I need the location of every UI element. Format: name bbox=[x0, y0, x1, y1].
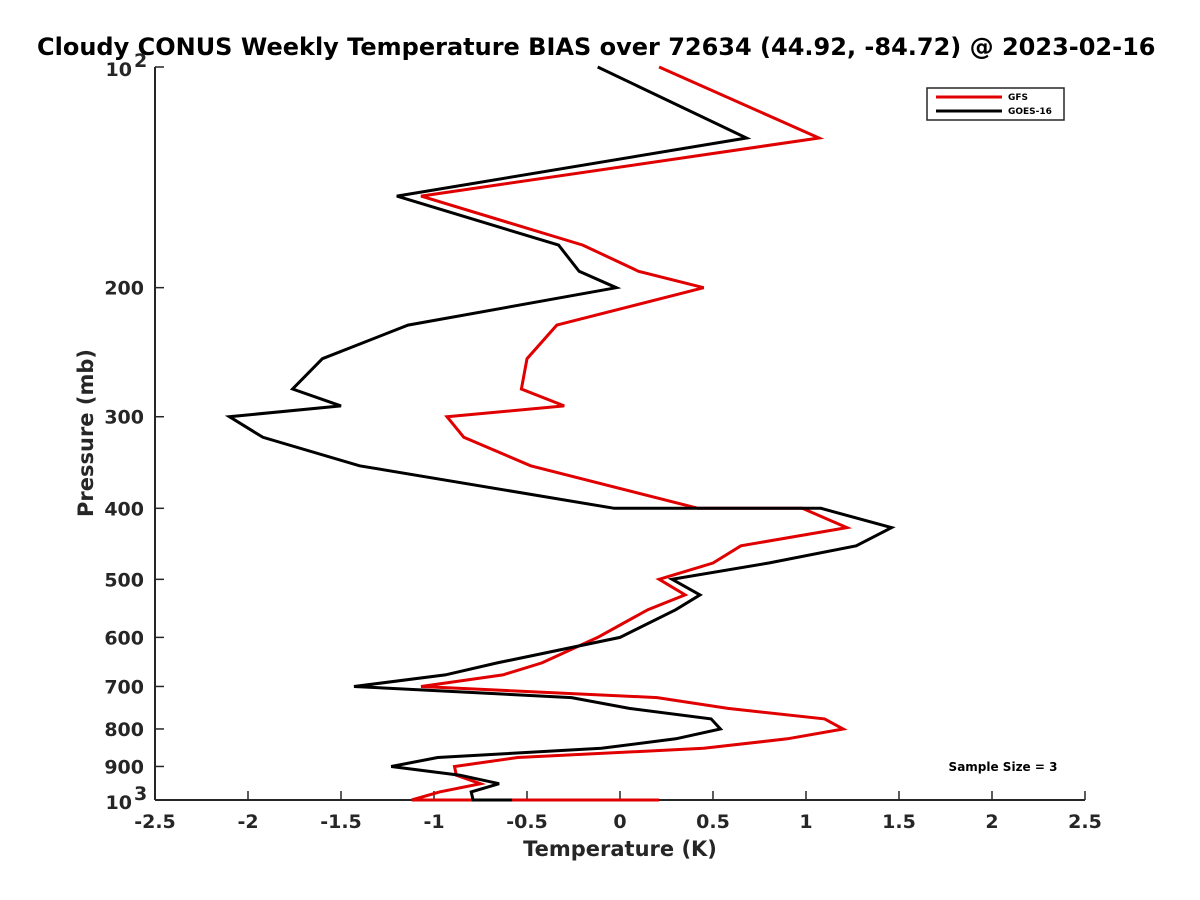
y-tick-label: 300 bbox=[104, 407, 144, 429]
y-axis-label: Pressure (mb) bbox=[74, 349, 98, 517]
y-tick-label: 200 bbox=[104, 278, 144, 300]
x-tick-label: -1.5 bbox=[320, 811, 362, 833]
x-tick-label: -2.5 bbox=[134, 811, 176, 833]
y-tick-label: 600 bbox=[104, 627, 144, 649]
series-layer bbox=[224, 65, 896, 802]
sample-size-annotation: Sample Size = 3 bbox=[949, 760, 1058, 774]
y-tick-label: 900 bbox=[104, 756, 144, 778]
x-tick-label: -0.5 bbox=[506, 811, 548, 833]
y-tick-base: 10 bbox=[106, 792, 132, 814]
x-tick-label: -2 bbox=[237, 811, 258, 833]
y-tick-label: 10 bbox=[106, 59, 132, 81]
series-line-gfs bbox=[411, 65, 853, 802]
y-tick-label: 10 bbox=[106, 792, 132, 814]
x-tick-label: 1.5 bbox=[882, 811, 916, 833]
x-tick-label: 1 bbox=[799, 811, 812, 833]
x-axis-label: Temperature (K) bbox=[523, 837, 717, 861]
x-tick-label: 2 bbox=[985, 811, 998, 833]
legend-box bbox=[926, 87, 1065, 121]
chart-title: Cloudy CONUS Weekly Temperature BIAS ove… bbox=[37, 33, 1155, 61]
x-tick-label: 0.5 bbox=[696, 811, 730, 833]
x-tick-label: -1 bbox=[423, 811, 444, 833]
plot-area bbox=[154, 67, 1085, 801]
y-tick-label: 400 bbox=[104, 498, 144, 520]
x-axis-ticks: -2.5 -2 -1.5 -1 -0.5 0 0.5 1 1.5 2 2.5 bbox=[134, 791, 1102, 833]
legend-label: GFS bbox=[1008, 93, 1028, 103]
y-tick-base: 10 bbox=[106, 59, 132, 81]
legend: GFS GOES-16 bbox=[926, 87, 1065, 121]
legend-label: GOES-16 bbox=[1008, 107, 1052, 117]
y-tick-label: 500 bbox=[104, 569, 144, 591]
y-tick-exponent: 2 bbox=[134, 50, 147, 72]
x-tick-label: 2.5 bbox=[1068, 811, 1102, 833]
x-tick-label: 0 bbox=[613, 811, 626, 833]
series-line-goes-16 bbox=[224, 65, 896, 802]
y-tick-exponent: 3 bbox=[134, 783, 147, 805]
y-tick-label: 700 bbox=[104, 676, 144, 698]
y-tick-label: 800 bbox=[104, 719, 144, 741]
